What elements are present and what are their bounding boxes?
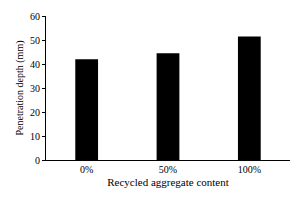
svg-text:30: 30 (30, 83, 40, 94)
svg-text:50%: 50% (159, 164, 177, 175)
svg-text:100%: 100% (238, 164, 261, 175)
svg-text:Recycled aggregate content: Recycled aggregate content (107, 176, 229, 188)
svg-text:10: 10 (30, 131, 40, 142)
svg-text:0: 0 (35, 155, 40, 166)
svg-text:50: 50 (30, 35, 40, 46)
svg-text:Penetration depth (mm): Penetration depth (mm) (14, 41, 26, 136)
svg-text:20: 20 (30, 107, 40, 118)
svg-text:0%: 0% (80, 164, 93, 175)
svg-text:60: 60 (30, 11, 40, 22)
svg-text:40: 40 (30, 59, 40, 70)
